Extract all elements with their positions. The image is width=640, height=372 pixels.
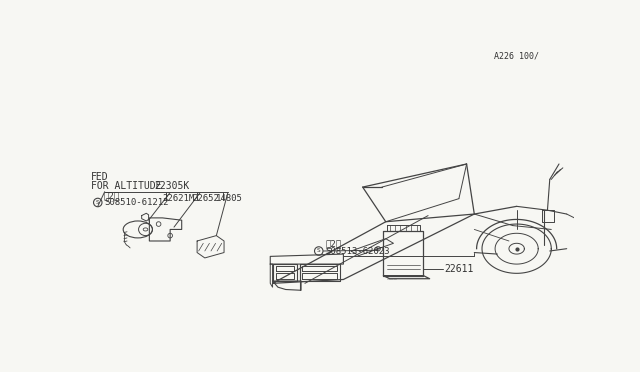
Text: （2）: （2） — [326, 240, 342, 248]
Text: 14805: 14805 — [216, 194, 243, 203]
Text: 22652: 22652 — [193, 194, 220, 203]
Text: 22305K: 22305K — [155, 180, 190, 190]
Text: 22621M: 22621M — [163, 194, 195, 203]
Text: ___: ___ — [387, 275, 397, 280]
Text: A226 100/: A226 100/ — [493, 52, 538, 61]
Text: FOR ALTITUDE: FOR ALTITUDE — [91, 180, 161, 190]
Text: （2）: （2） — [104, 191, 120, 200]
Text: FED: FED — [91, 172, 108, 182]
Text: S: S — [317, 248, 321, 253]
Text: S08510-61212: S08510-61212 — [104, 198, 168, 207]
Text: 22611: 22611 — [444, 264, 474, 274]
Text: S: S — [96, 200, 100, 205]
Circle shape — [376, 246, 380, 251]
Text: S08513-62023: S08513-62023 — [326, 247, 390, 256]
